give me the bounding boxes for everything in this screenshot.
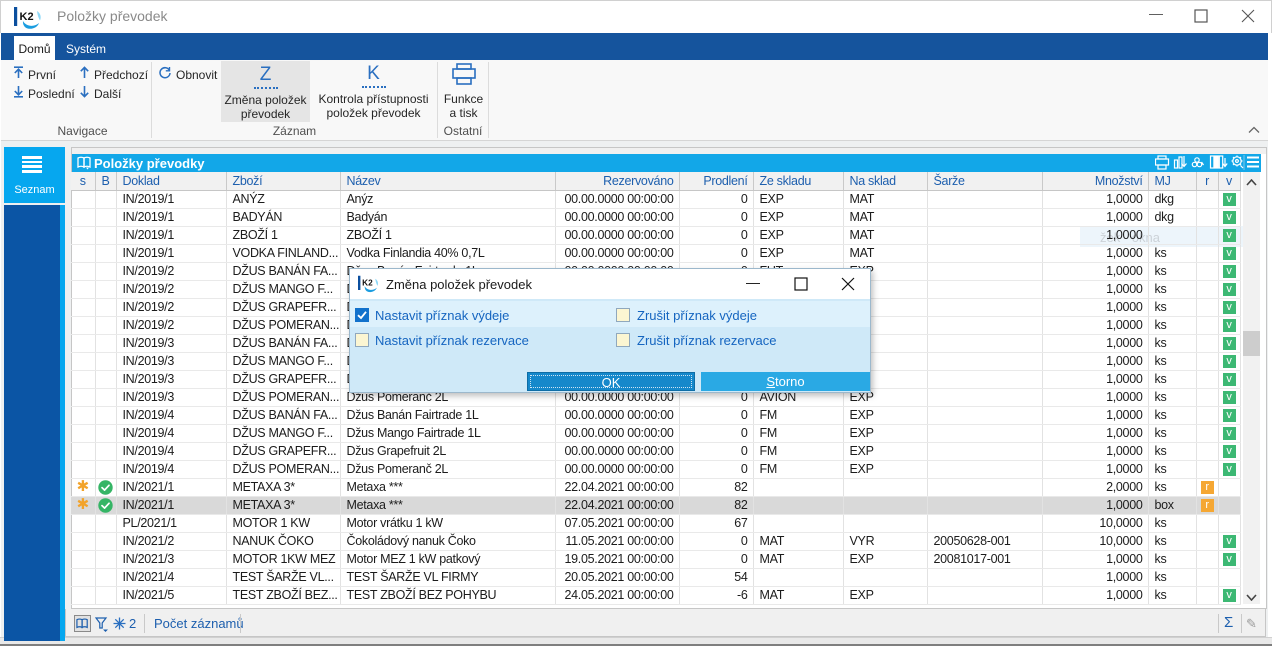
- svg-text:K2: K2: [362, 279, 373, 288]
- svg-text:K2: K2: [20, 11, 34, 23]
